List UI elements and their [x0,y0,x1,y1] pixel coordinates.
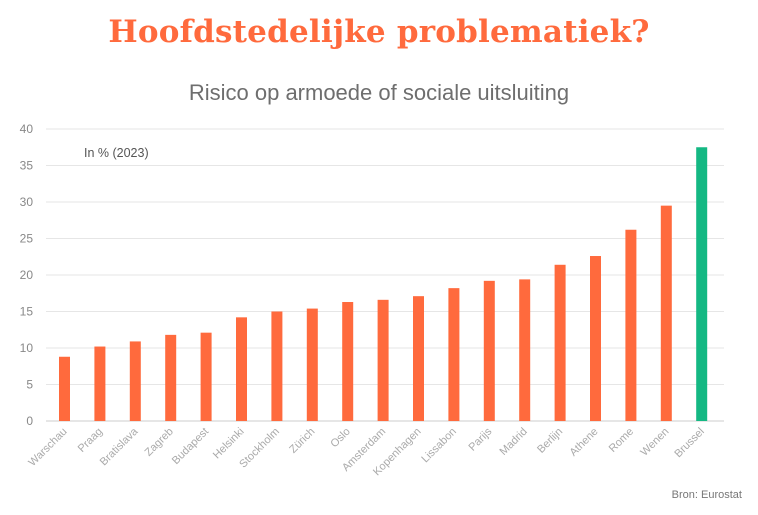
x-tick-label: Parijs [466,425,494,453]
bar-budapest [200,332,212,421]
y-tick-label: 5 [26,378,33,392]
y-tick-label: 35 [20,159,34,173]
x-tick-label: Zürich [287,426,317,456]
y-tick-label: 0 [26,414,33,428]
chart-headline: Hoofdstedelijke problematiek? [108,14,650,50]
bar-madrid [519,279,531,421]
y-tick-label: 10 [20,341,34,355]
x-tick-label: Bratislava [98,425,141,468]
bar-zürich [306,308,318,421]
bar-praag [94,346,106,421]
bar-brussel [696,147,708,421]
bars [59,147,708,421]
x-tick-label: Budapest [170,426,211,467]
bar-zagreb [165,334,177,421]
x-tick-label: Berlijn [535,426,565,456]
bar-kopenhagen [413,296,424,421]
y-tick-label: 15 [20,305,34,319]
x-tick-label: Praag [76,426,105,455]
bar-rome [625,229,637,421]
x-tick-label: Zagreb [143,426,176,459]
y-tick-label: 25 [20,232,34,246]
bar-bratislava [129,341,141,421]
x-tick-label: Madrid [498,426,530,458]
chart-title: Risico op armoede of sociale uitsluiting [188,80,570,105]
bar-helsinki [236,317,247,421]
y-tick-label: 30 [20,195,34,209]
unit-note: In % (2023) [84,146,149,160]
x-tick-label: Brussel [672,426,706,460]
x-tick-label: Rome [607,426,636,455]
x-tick-label: Warschau [26,426,69,469]
y-tick-label: 20 [20,268,34,282]
bar-berlijn [554,264,566,421]
source-credit: Bron: Eurostat [671,489,742,501]
x-tick-label: Helsinki [211,426,247,462]
y-tick-label: 40 [20,122,34,136]
x-tick-label: Athene [567,426,600,459]
bar-oslo [342,302,354,421]
bar-stockholm [271,311,283,421]
bar-amsterdam [377,299,389,421]
bar-lissabon [448,288,460,421]
x-tick-label: Lissabon [419,426,459,466]
x-tick-label: Wenen [638,426,671,459]
bar-wenen [660,205,672,421]
bar-warschau [59,356,70,421]
x-tick-label: Oslo [328,426,352,450]
bar-parijs [483,280,495,421]
y-axis: 0 5 10 15 20 25 30 35 40 [20,122,34,428]
bar-athene [590,256,601,421]
